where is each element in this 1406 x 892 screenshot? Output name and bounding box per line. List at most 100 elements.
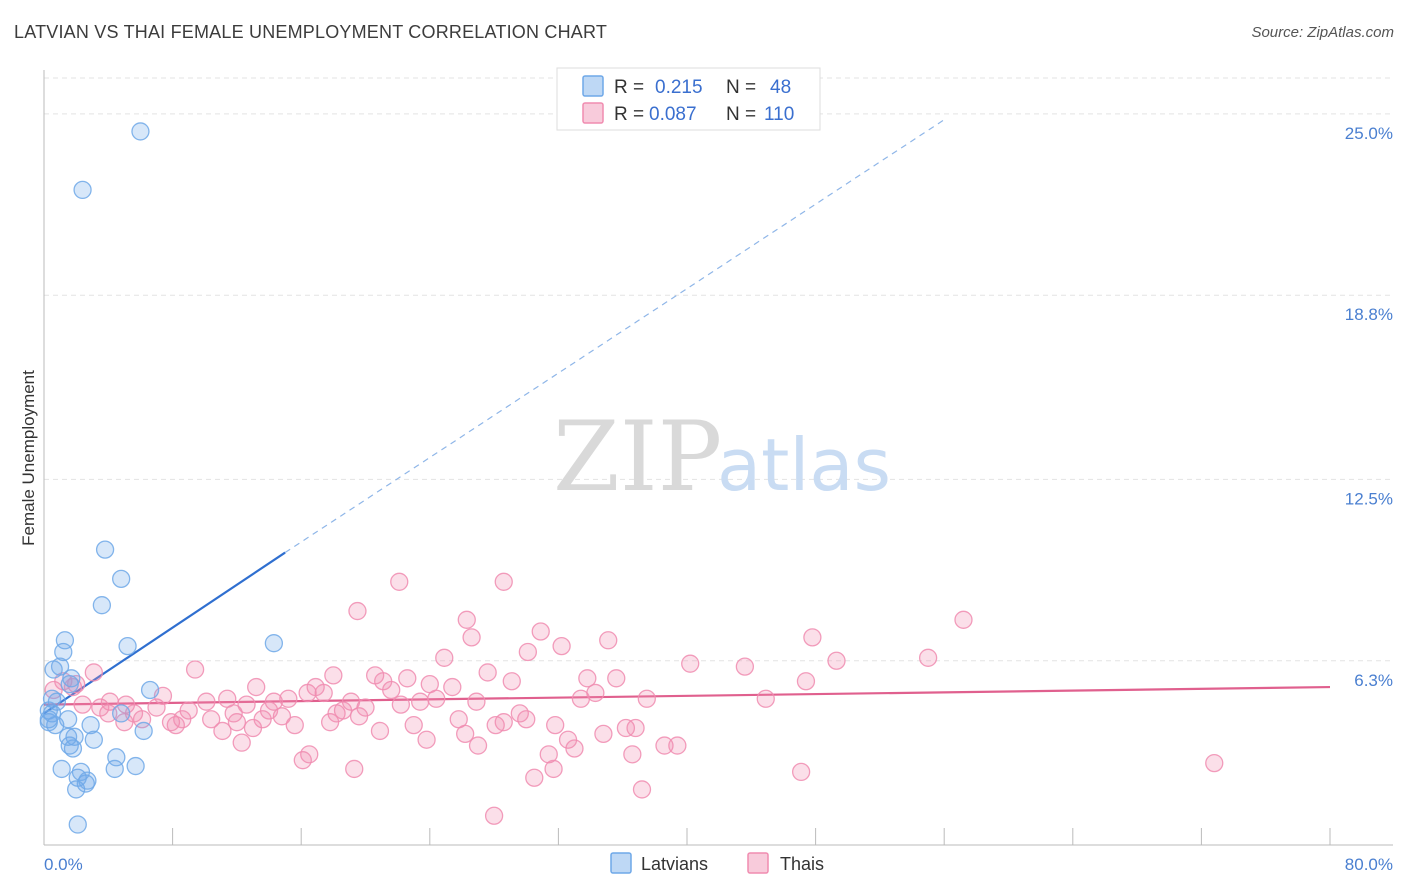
- point-thais-19: [213, 721, 232, 741]
- point-thais-63: [539, 745, 558, 764]
- point-thais-98: [668, 736, 687, 755]
- point-thais-73: [616, 718, 636, 738]
- legend-r-value-latvians: 0.215: [655, 77, 703, 98]
- point-latvians-26: [84, 730, 103, 749]
- point-latvians-36: [76, 774, 95, 793]
- point-thais-105: [224, 704, 243, 723]
- point-latvians-10: [44, 660, 63, 679]
- point-thais-43: [391, 695, 411, 714]
- point-latvians-37: [67, 780, 86, 799]
- point-thais-108: [467, 692, 486, 711]
- y-tick-label-1: 12.5%: [1345, 489, 1393, 508]
- point-thais-34: [324, 666, 343, 685]
- point-thais-81: [791, 762, 811, 782]
- point-latvians-23: [134, 721, 153, 741]
- point-thais-101: [918, 648, 938, 667]
- point-latvians-30: [52, 759, 71, 779]
- point-thais-53: [462, 628, 481, 647]
- point-thais-28: [279, 689, 298, 708]
- legend-r-label-latvians: R =: [614, 77, 644, 98]
- point-thais-70: [586, 683, 605, 703]
- point-latvians-5: [118, 636, 137, 656]
- legend-r-label-thais: R =: [614, 104, 644, 125]
- legend-n-value-latvians: 48: [770, 77, 791, 98]
- point-thais-39: [356, 698, 375, 717]
- y-tick-label-0: 6.3%: [1354, 671, 1393, 690]
- point-thais-97: [327, 704, 346, 723]
- point-thais-91: [345, 759, 364, 779]
- point-thais-99: [1205, 753, 1224, 773]
- point-thais-71: [594, 724, 613, 744]
- gridlines: [44, 77, 1393, 662]
- point-thais-78: [681, 654, 700, 673]
- legend-n-value-thais: 110: [764, 104, 794, 125]
- point-thais-88: [457, 610, 476, 629]
- point-thais-93: [370, 721, 390, 741]
- point-thais-58: [502, 672, 521, 691]
- point-thais-26: [264, 692, 284, 711]
- point-latvians-15: [60, 675, 79, 694]
- point-thais-86: [494, 572, 513, 591]
- point-thais-44: [398, 669, 417, 688]
- trend-line-thais: [43, 685, 1331, 706]
- legend-swatch-thais: [582, 102, 604, 124]
- point-latvians-2: [95, 540, 115, 559]
- point-thais-5: [73, 695, 92, 714]
- point-thais-89: [484, 806, 504, 825]
- y-tick-label-2: 18.8%: [1345, 305, 1393, 324]
- point-thais-46: [411, 692, 430, 711]
- bottom-legend-label-latvians: Latvians: [641, 854, 708, 874]
- point-thais-74: [623, 745, 642, 764]
- point-thais-67: [565, 739, 584, 758]
- point-thais-42: [382, 680, 401, 700]
- x-tick-label-max: 80.0%: [1345, 855, 1393, 874]
- watermark: ZIP atlas: [553, 401, 891, 513]
- point-latvians-18: [112, 704, 131, 723]
- bottom-legend-swatch-thais: [747, 852, 769, 874]
- point-latvians-12: [140, 680, 160, 700]
- point-thais-16: [179, 701, 198, 720]
- point-thais-3: [67, 675, 86, 694]
- point-thais-72: [607, 669, 626, 688]
- point-thais-49: [435, 648, 454, 667]
- point-thais-100: [954, 610, 973, 629]
- point-thais-31: [300, 745, 319, 764]
- point-thais-48: [427, 689, 446, 708]
- point-latvians-28: [63, 739, 83, 758]
- legend-n-label-latvians: N =: [726, 77, 756, 98]
- point-thais-18: [202, 710, 221, 729]
- tick-labels: 6.3% 12.5% 18.8% 25.0% 0.0% 80.0%: [44, 124, 1393, 874]
- point-thais-54: [468, 736, 488, 755]
- point-thais-22: [237, 695, 256, 714]
- chart-title: LATVIAN VS THAI FEMALE UNEMPLOYMENT CORR…: [14, 22, 608, 42]
- point-thais-24: [247, 677, 266, 697]
- point-thais-55: [478, 663, 497, 682]
- point-thais-96: [417, 730, 436, 749]
- point-thais-23: [232, 733, 251, 752]
- point-thais-83: [803, 628, 822, 647]
- point-latvians-4: [92, 596, 112, 615]
- point-latvians-22: [81, 715, 100, 735]
- point-thais-60: [518, 642, 538, 662]
- point-thais-61: [525, 768, 544, 787]
- point-thais-76: [637, 689, 656, 708]
- x-tick-label-min: 0.0%: [44, 855, 83, 874]
- watermark-atlas: atlas: [717, 423, 891, 507]
- point-thais-85: [390, 572, 409, 591]
- point-latvians-0: [131, 122, 150, 141]
- point-thais-84: [827, 651, 846, 670]
- point-thais-52: [456, 724, 475, 744]
- point-thais-11: [147, 698, 166, 717]
- point-latvians-8: [54, 642, 73, 662]
- legend-r-value-thais: 0.087: [649, 104, 697, 125]
- point-thais-80: [756, 689, 775, 708]
- point-thais-4: [84, 663, 103, 682]
- y-axis-label: Female Unemployment: [19, 370, 38, 546]
- point-latvians-31: [105, 759, 124, 779]
- point-thais-92: [259, 701, 279, 720]
- bottom-legend-swatch-latvians: [610, 852, 632, 874]
- point-thais-82: [796, 672, 816, 691]
- point-thais-75: [632, 780, 652, 799]
- point-thais-102: [100, 692, 120, 711]
